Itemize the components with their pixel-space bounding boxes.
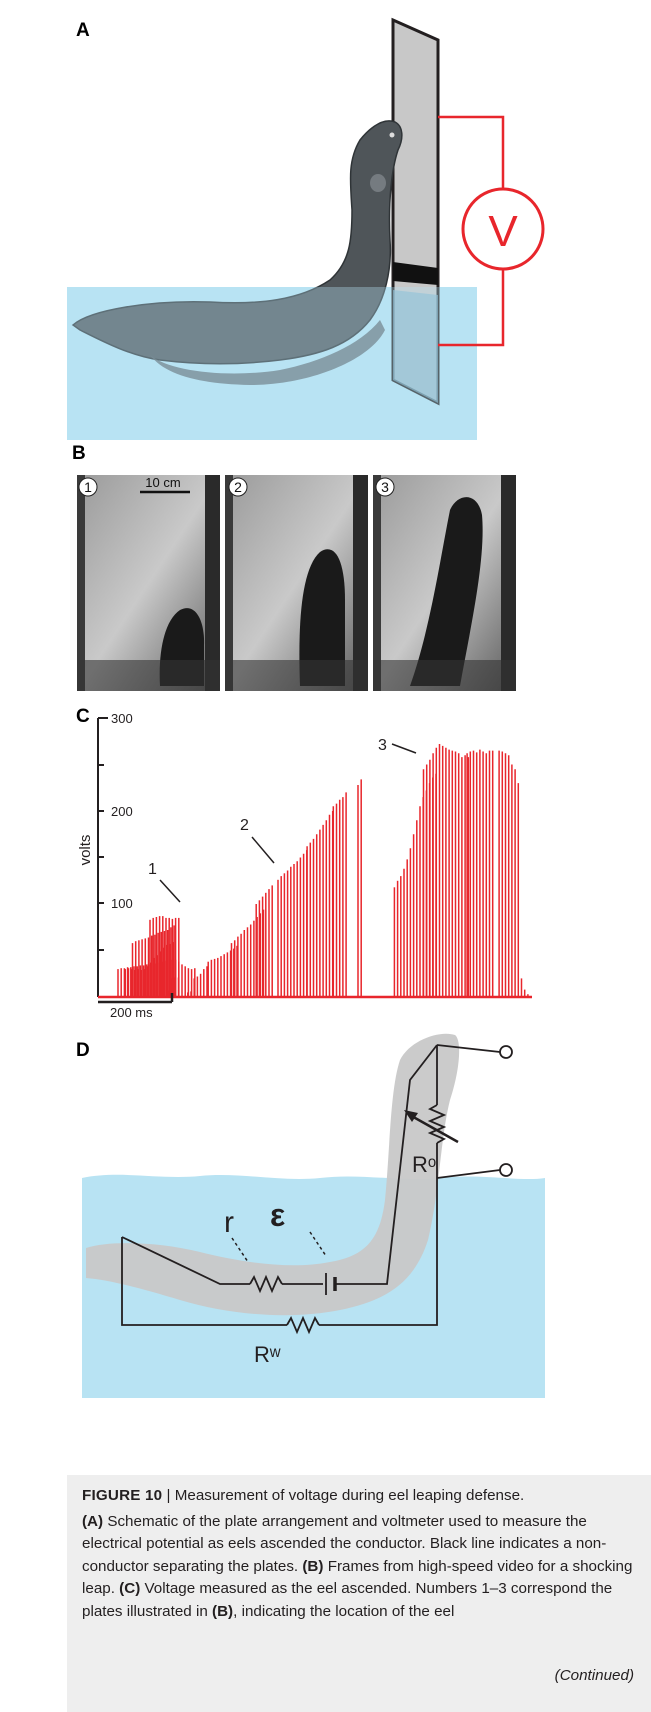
plate-submerged [393, 290, 438, 403]
voltmeter-circle [461, 187, 545, 271]
voltage-bars [117, 744, 529, 997]
panel-c-label: C [76, 706, 90, 727]
eel-silhouette-d [86, 1033, 460, 1316]
terminal-bottom [499, 1163, 513, 1177]
label-r-leader [231, 1237, 249, 1263]
video-frame-3 [373, 475, 516, 691]
wire-upper [438, 115, 505, 190]
scale-bar-label: 10 cm [145, 475, 180, 490]
panel-d-circuit: r ε Rᵒ Rʷ [82, 1033, 545, 1398]
terminal-wire-bottom [436, 1169, 501, 1179]
panel-a-schematic: V [67, 17, 545, 440]
y-axis-label: volts [77, 835, 94, 866]
circuit-wire-eel [121, 1236, 250, 1285]
circuit-wire-up [335, 1044, 438, 1285]
annotation-3-leader [391, 743, 417, 754]
caption-b-text: Frames from high-speed video for a shock… [82, 1557, 633, 1598]
video-frame-1 [77, 475, 220, 691]
panel-b-label: B [72, 443, 86, 464]
y-tick-label-100: 100 [111, 896, 133, 911]
y-tick-label-200: 200 [111, 804, 133, 819]
annotation-3: 3 [378, 737, 387, 754]
annotation-2: 2 [240, 817, 249, 834]
caption-c-text: Voltage measured as the eel ascended. Nu… [82, 1580, 613, 1620]
panel-a-label: A [76, 20, 90, 41]
wire-lower [438, 268, 505, 347]
resistor-organ [427, 1104, 447, 1144]
eel-a [67, 120, 477, 407]
caption-box [67, 1475, 651, 1712]
ref-a: (A) [82, 1512, 104, 1530]
resistor-water [286, 1315, 320, 1335]
terminal-top [499, 1045, 513, 1059]
ref-b-2: (B) [212, 1602, 234, 1620]
ref-b: (B) [302, 1557, 324, 1575]
ref-c: (C) [119, 1580, 141, 1597]
frame-number-2: 2 [234, 479, 242, 495]
label-emf: ε [270, 1197, 285, 1233]
panel-d-label: D [76, 1040, 90, 1061]
water-wire [121, 1237, 287, 1326]
label-r-organ: Rᵒ [412, 1152, 436, 1177]
caption-a-text: Schematic of the plate arrangement and v… [82, 1512, 607, 1575]
caption-c-text-2: , indicating the location of the eel [233, 1602, 455, 1620]
time-scale-label: 200 ms [110, 1005, 153, 1020]
nonconductor-band [393, 262, 438, 285]
frame-number-1: 1 [84, 479, 92, 495]
panel-b-video-frames: 1 2 3 10 cm [77, 475, 516, 691]
continued-label: (Continued) [554, 1667, 634, 1684]
figure-label: FIGURE 10 [82, 1487, 163, 1504]
water-wire-right [319, 1320, 438, 1326]
terminal-wire-top [436, 1044, 501, 1053]
label-r-water: Rʷ [254, 1342, 281, 1367]
annotation-1: 1 [148, 861, 157, 878]
caption-separator: | [166, 1487, 171, 1504]
voltmeter-symbol: V [488, 207, 518, 256]
label-emf-leader [309, 1231, 327, 1257]
y-tick-label-300: 300 [111, 711, 133, 726]
variable-arrowhead [404, 1110, 418, 1122]
figure-title: Measurement of voltage during eel leapin… [174, 1487, 525, 1504]
video-frame-2 [225, 475, 368, 691]
resistor-r [249, 1274, 283, 1294]
voltage-chart: 300 200 100 volts 200 ms 1 2 3 [77, 711, 532, 1020]
variable-arrow [407, 1112, 459, 1144]
annotation-1-leader [159, 879, 181, 903]
label-r: r [224, 1206, 234, 1239]
frame-number-3: 3 [381, 479, 389, 495]
annotation-2-leader [251, 836, 275, 864]
figure-caption: FIGURE 10 | Measurement of voltage durin… [82, 1485, 642, 1684]
